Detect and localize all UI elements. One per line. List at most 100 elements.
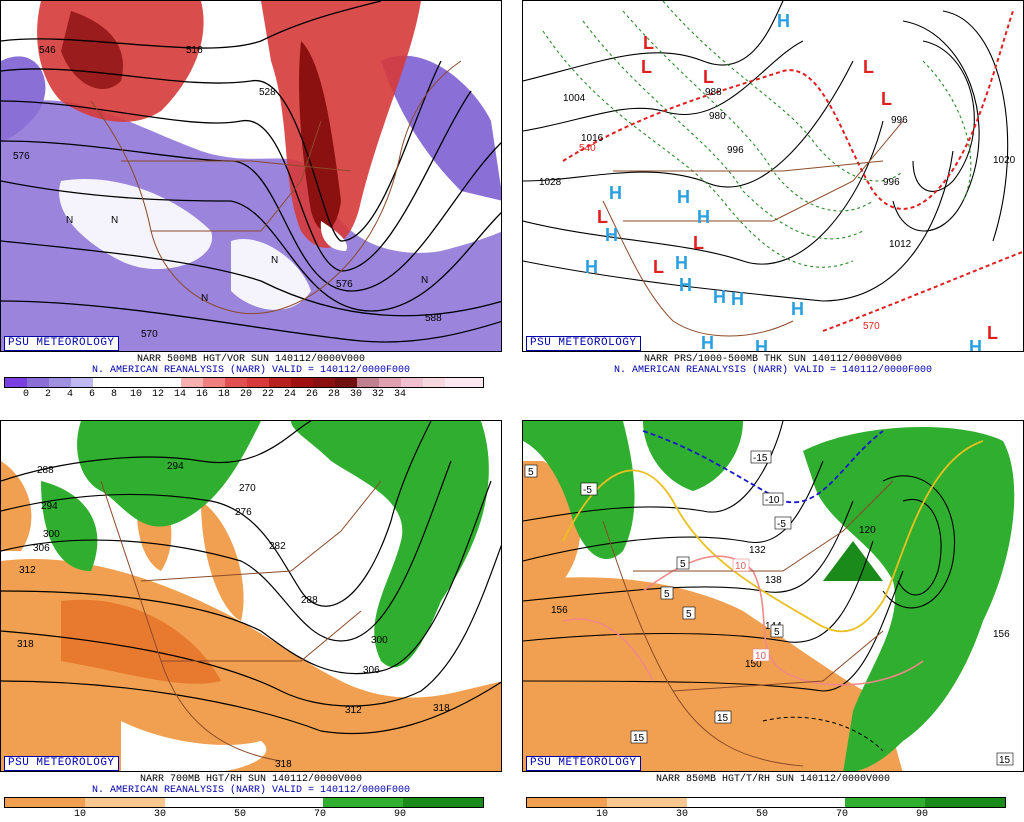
caption-title: NARR 700MB HGT/RH SUN 140112/0000V000: [139, 774, 363, 785]
svg-text:120: 120: [859, 525, 876, 536]
svg-text:570: 570: [863, 321, 880, 332]
colorbar-tick-label: 20: [239, 389, 253, 400]
svg-text:528: 528: [259, 87, 276, 98]
colorbar-tick-label: 90: [393, 809, 407, 820]
svg-text:156: 156: [551, 605, 568, 616]
svg-text:318: 318: [17, 639, 34, 650]
svg-text:H: H: [713, 287, 726, 307]
svg-text:-5: -5: [583, 485, 592, 496]
colorbar-tick-label: 18: [217, 389, 231, 400]
panel-700mb-rh: 288 294 300 306 312 318 294 270 276 282 288 300 …: [0, 420, 502, 822]
thickness-map: 1028 1004 1016 988 980 996 996 1012 1020…: [522, 0, 1024, 352]
svg-text:980: 980: [709, 111, 726, 122]
svg-text:1020: 1020: [993, 155, 1016, 166]
panel-500mb-vorticity: 546 516 528 576 576 588 570 N N N N N PS…: [0, 0, 502, 402]
svg-text:L: L: [863, 57, 874, 77]
svg-text:5: 5: [686, 609, 692, 620]
colorbar-tick-label: 4: [66, 389, 74, 400]
colorbar-tick-label: 26: [305, 389, 319, 400]
psu-badge: PSU METEOROLOGY: [526, 336, 641, 351]
svg-text:996: 996: [891, 115, 908, 126]
svg-text:15: 15: [717, 713, 729, 724]
psu-badge: PSU METEOROLOGY: [4, 756, 119, 771]
svg-text:988: 988: [705, 87, 722, 98]
colorbar-tick-label: 8: [110, 389, 118, 400]
svg-text:288: 288: [37, 465, 54, 476]
svg-text:L: L: [643, 33, 654, 53]
colorbar-tick-label: 14: [173, 389, 187, 400]
svg-text:H: H: [585, 257, 598, 277]
colorbar-tick-label: 50: [755, 809, 769, 820]
svg-text:276: 276: [235, 507, 252, 518]
colorbar-tick-label: 10: [73, 809, 87, 820]
caption-title: NARR 850MB HGT/T/RH SUN 140112/0000V000: [655, 774, 891, 785]
colorbar-tick-label: 2: [44, 389, 52, 400]
svg-text:516: 516: [186, 45, 203, 56]
svg-text:318: 318: [275, 759, 292, 770]
colorbar-tick-label: 32: [371, 389, 385, 400]
colorbar-tick-label: 70: [313, 809, 327, 820]
colorbar-tick-label: 28: [327, 389, 341, 400]
svg-text:H: H: [605, 225, 618, 245]
svg-text:H: H: [755, 337, 768, 352]
svg-text:L: L: [881, 89, 892, 109]
colorbar-ticks: 10 30 50 70 90: [0, 809, 502, 821]
svg-text:H: H: [677, 187, 690, 207]
colorbar: [4, 797, 484, 808]
svg-text:L: L: [597, 207, 608, 227]
svg-text:15: 15: [633, 733, 645, 744]
colorbar: [4, 377, 484, 388]
svg-text:996: 996: [883, 177, 900, 188]
svg-text:306: 306: [33, 543, 50, 554]
svg-text:N: N: [271, 255, 278, 266]
svg-text:H: H: [701, 333, 714, 352]
svg-text:H: H: [731, 289, 744, 309]
svg-text:1004: 1004: [563, 93, 586, 104]
svg-text:294: 294: [167, 461, 184, 472]
colorbar-tick-label: 22: [261, 389, 275, 400]
svg-text:H: H: [969, 337, 982, 352]
svg-text:312: 312: [19, 565, 36, 576]
svg-text:138: 138: [765, 575, 782, 586]
svg-text:576: 576: [336, 279, 353, 290]
caption-valid: N. AMERICAN REANALYSIS (NARR) VALID = 14…: [91, 365, 411, 376]
svg-text:300: 300: [43, 529, 60, 540]
svg-text:576: 576: [13, 151, 30, 162]
svg-text:L: L: [653, 257, 664, 277]
svg-text:N: N: [421, 275, 428, 286]
svg-text:10: 10: [735, 561, 747, 572]
svg-text:300: 300: [371, 635, 388, 646]
svg-text:306: 306: [363, 665, 380, 676]
colorbar-tick-label: 90: [915, 809, 929, 820]
colorbar-tick-label: 30: [349, 389, 363, 400]
svg-text:L: L: [987, 323, 998, 343]
svg-text:5: 5: [528, 467, 534, 478]
colorbar-tick-label: 50: [233, 809, 247, 820]
colorbar-ticks: 10 30 50 70 90: [522, 809, 1024, 821]
colorbar-tick-label: 10: [595, 809, 609, 820]
svg-text:5: 5: [664, 589, 670, 600]
colorbar-tick-label: 16: [195, 389, 209, 400]
colorbar-tick-label: 30: [675, 809, 689, 820]
svg-text:1016: 1016: [581, 133, 604, 144]
svg-text:N: N: [66, 215, 73, 226]
svg-text:132: 132: [749, 545, 766, 556]
svg-text:N: N: [201, 293, 208, 304]
svg-text:H: H: [609, 183, 622, 203]
svg-text:996: 996: [727, 145, 744, 156]
svg-text:H: H: [697, 207, 710, 227]
colorbar-tick-label: 0: [22, 389, 30, 400]
svg-text:540: 540: [579, 143, 596, 154]
caption-title: NARR 500MB HGT/VOR SUN 140112/0000V000: [136, 354, 366, 365]
svg-text:H: H: [791, 299, 804, 319]
svg-text:L: L: [703, 67, 714, 87]
svg-text:156: 156: [993, 629, 1010, 640]
vorticity-map: 546 516 528 576 576 588 570 N N N N N: [0, 0, 502, 352]
svg-text:282: 282: [269, 541, 286, 552]
svg-text:15: 15: [999, 755, 1011, 766]
svg-text:570: 570: [141, 329, 158, 340]
svg-text:-5: -5: [777, 519, 786, 530]
psu-badge: PSU METEOROLOGY: [526, 756, 641, 771]
